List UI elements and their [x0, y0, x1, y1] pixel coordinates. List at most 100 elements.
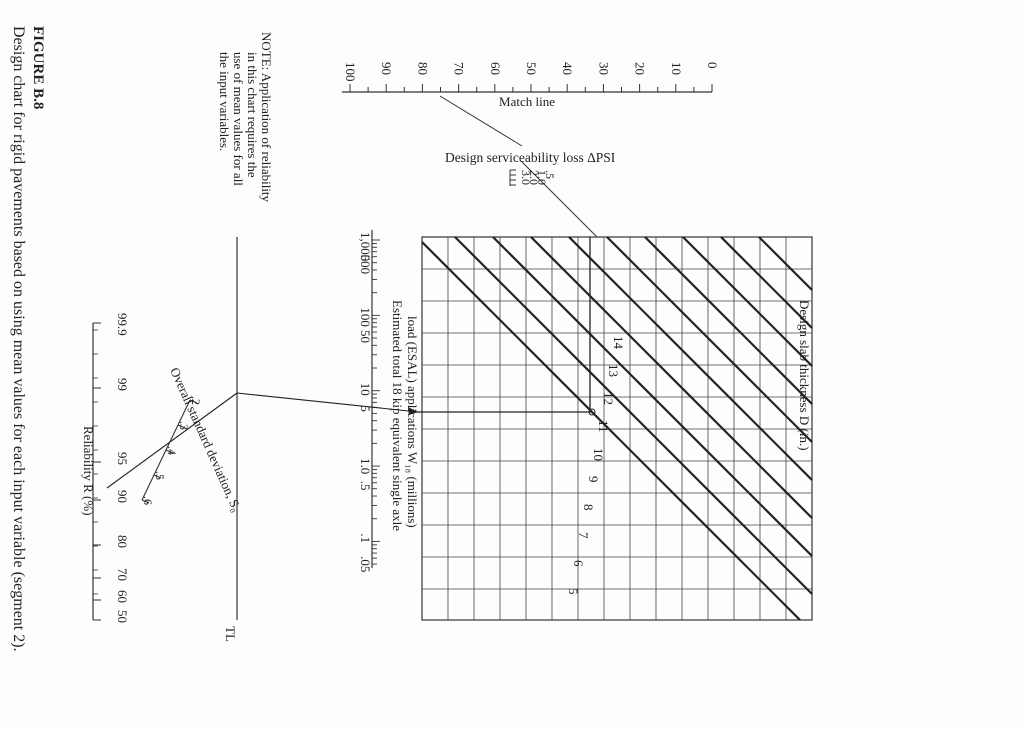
example-path-reliability — [106, 392, 238, 489]
match-line-label: Match line — [499, 94, 555, 109]
slab-thickness-line — [682, 236, 813, 367]
match-line-scale: 0 10 20 30 40 50 60 70 80 90 100 Match line — [342, 62, 720, 147]
serviceability-value: .5 — [543, 170, 557, 179]
slab-thickness-line — [492, 236, 813, 557]
serviceability-pointer — [521, 161, 598, 238]
match-line-tick-label: 70 — [452, 62, 467, 75]
example-intersection-point — [588, 408, 596, 416]
slab-chart: 14 13 12 11 10 9 8 7 6 5 Design slab thickness D … — [412, 236, 813, 621]
esal-tick-label: 50 — [358, 330, 373, 343]
slab-thickness-line — [720, 236, 813, 329]
match-line-tick-label: 50 — [524, 62, 539, 75]
esal-label-line2: load (ESAL) applications W₁₈ (millions) — [405, 316, 420, 528]
std-dev-tick — [189, 399, 198, 404]
serviceability-label: Design serviceability loss ΔPSI — [445, 150, 616, 165]
slab-thickness-label: 5 — [566, 588, 581, 595]
slab-thickness-labels: 14 13 12 11 10 9 8 7 6 5 — [566, 336, 626, 595]
std-dev-label: Overall standard deviation, S₀ — [167, 365, 244, 514]
slab-thickness-line — [530, 236, 813, 519]
slab-thickness-line — [568, 236, 813, 481]
match-line-tick-label: 100 — [343, 62, 358, 82]
slab-thickness-label: 7 — [576, 532, 591, 539]
slab-thickness-label: 14 — [611, 336, 626, 350]
note-line-1: NOTE: Application of reliability — [259, 32, 274, 203]
reliability-tick-label: 50 — [115, 610, 130, 623]
slab-thickness-label: 10 — [591, 448, 606, 461]
std-dev-tick-label: .4 — [165, 446, 179, 455]
slab-thickness-line — [454, 236, 813, 595]
esal-label-line1: Estimated total 18 kip equivalent single… — [390, 300, 405, 531]
turning-line: TL — [106, 237, 419, 642]
serviceability-value: 3.0 — [519, 170, 533, 185]
esal-tick-label: .05 — [358, 556, 373, 572]
note-block: NOTE: Application of reliability in this… — [217, 32, 274, 203]
serviceability-values: .51.02.03.0 — [510, 169, 557, 186]
match-line-tick-label: 0 — [705, 62, 720, 69]
std-dev-tick — [177, 424, 186, 429]
slab-thickness-label: 9 — [586, 476, 601, 483]
slab-thickness-line — [644, 236, 813, 405]
esal-minor-ticks — [372, 239, 380, 565]
example-path-to-esal — [236, 392, 419, 413]
match-line-tick-label: 40 — [560, 62, 575, 75]
slab-thickness-label: 13 — [606, 364, 621, 377]
slab-axis-label: Design slab thickness D (in.) — [797, 300, 812, 451]
std-dev-tick-label: .3 — [177, 421, 191, 430]
match-line-ticks: 0 10 20 30 40 50 60 70 80 90 100 — [343, 62, 720, 92]
match-line-tick-label: 60 — [488, 62, 503, 75]
match-line-tick-label: 30 — [596, 62, 611, 75]
std-dev-tick — [141, 499, 150, 504]
reliability-label: Reliability R (%) — [81, 426, 96, 516]
serviceability-value: 1.0 — [535, 170, 549, 185]
reliability-tick-label: 60 — [115, 590, 130, 603]
std-dev-tick — [153, 474, 162, 479]
slab-thickness-line — [421, 241, 801, 621]
note-line-2: in this chart requires the — [245, 52, 260, 178]
esal-tick-label: .5 — [358, 481, 373, 491]
slab-thickness-line — [758, 236, 813, 291]
figure-label: FIGURE B.8 — [30, 26, 46, 109]
std-dev-tick-label: .6 — [141, 496, 155, 505]
standard-deviation-scale: .2 .3 .4 .5 .6 Overall standard deviation, S… — [141, 365, 244, 514]
slab-thickness-line — [606, 236, 813, 443]
match-line-pointer — [439, 95, 523, 147]
chart-frame — [421, 236, 813, 621]
esal-tick-label: 100 — [358, 307, 373, 327]
reliability-tick-label: 90 — [115, 490, 130, 503]
esal-tick-label: 10 — [358, 383, 373, 396]
esal-tick-label: 5 — [358, 405, 373, 412]
slab-thickness-lines — [421, 236, 813, 621]
esal-tick-label: .1 — [358, 533, 373, 543]
reliability-tick-label: 70 — [115, 568, 130, 581]
note-line-4: the input variables. — [217, 52, 232, 151]
reliability-ticks: 99.9 99 95 90 80 70 60 50 — [93, 313, 130, 623]
std-dev-ticks: .2 .3 .4 .5 .6 — [141, 396, 203, 505]
match-line-tick-label: 80 — [415, 62, 430, 75]
reliability-tick-label: 99.9 — [115, 313, 130, 336]
slab-thickness-label: 6 — [571, 560, 586, 567]
figure-caption: Design chart for rigid pavements based o… — [10, 26, 27, 652]
note-line-3: use of mean values for all — [231, 52, 246, 186]
reliability-tick-label: 80 — [115, 535, 130, 548]
match-line-tick-label: 90 — [379, 62, 394, 75]
match-line-tick-label: 10 — [669, 62, 684, 75]
reliability-scale: 99.9 99 95 90 80 70 60 50 Reliability R (%) — [81, 313, 130, 623]
std-dev-tick-label: .2 — [189, 396, 203, 405]
match-line-tick-label: 20 — [633, 62, 648, 75]
std-dev-tick-label: .5 — [153, 471, 167, 480]
chart-grid — [422, 237, 812, 620]
reliability-tick-label: 95 — [115, 452, 130, 465]
example-arrow-head — [408, 407, 418, 415]
slab-thickness-label: 11 — [596, 420, 611, 433]
slab-thickness-label: 8 — [581, 504, 596, 511]
std-dev-tick — [165, 449, 174, 454]
esal-tick-label: 1.0 — [358, 458, 373, 474]
slab-thickness-label: 12 — [601, 392, 616, 405]
esal-tick-label: 1,000 — [358, 232, 373, 261]
turning-line-label: TL — [223, 626, 238, 642]
esal-tick-label: 500 — [358, 255, 373, 274]
